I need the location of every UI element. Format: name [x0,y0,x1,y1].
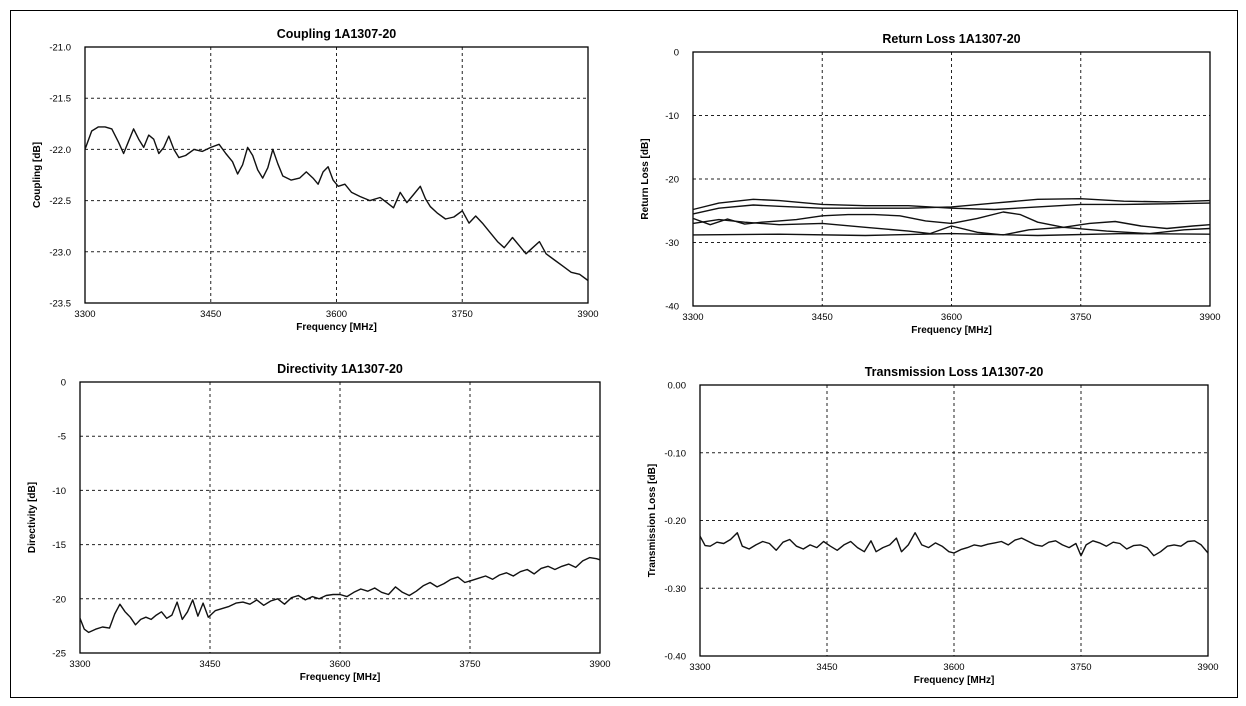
series-line [79,556,601,634]
x-tick-label: 3450 [200,309,221,320]
y-tick-label: 0 [674,48,679,59]
series-line [699,532,1209,557]
y-tick-label: -10 [665,111,679,122]
y-tick-label: -0.10 [664,448,686,459]
y-tick-label: -10 [52,486,66,497]
x-tick-label: 3750 [459,659,480,670]
x-tick-label: 3300 [689,662,710,673]
chart-title: Directivity 1A1307-20 [277,362,403,376]
y-tick-label: -0.30 [664,584,686,595]
x-axis-label: Frequency [MHz] [914,675,995,686]
x-axis-label: Frequency [MHz] [911,325,992,336]
y-axis-label: Return Loss [dB] [640,138,651,219]
x-axis-label: Frequency [MHz] [296,322,377,333]
y-tick-label: -15 [52,540,66,551]
series-line [692,198,1211,215]
y-axis-label: Coupling [dB] [32,142,43,208]
y-tick-label: -20 [665,175,679,186]
chart-title: Coupling 1A1307-20 [277,27,397,41]
x-tick-label: 3450 [816,662,837,673]
x-tick-label: 3300 [74,309,95,320]
chart-panel-3: 3300 3450 3600 3750 3900 0 -5 -10 -15 -20 -25 Direc… [27,362,611,683]
x-tick-label: 3450 [199,659,220,670]
plot-area-border [79,381,601,654]
chart-panel-2: 3300 3450 3600 3750 3900 0 -10 -20 -30 -40 Return … [640,32,1221,336]
x-tick-label: 3600 [326,309,347,320]
y-tick-label: -21.0 [49,43,71,54]
y-tick-label: -0.20 [664,516,686,527]
y-tick-label: 0 [61,378,66,389]
y-tick-label: -5 [58,432,66,443]
x-tick-label: 3300 [69,659,90,670]
x-tick-label: 3900 [577,309,598,320]
x-tick-label: 3900 [1197,662,1218,673]
chart-title: Transmission Loss 1A1307-20 [865,365,1044,379]
y-axis-label: Directivity [dB] [27,482,38,553]
series-line [692,211,1211,230]
series-line [84,126,589,282]
plot-area-border [692,51,1211,307]
plot-area-border [84,46,589,304]
figure-frame [10,10,1238,698]
chart-panel-4: 3300 3450 3600 3750 3900 0.00 -0.10 -0.20 -0.30 -… [647,365,1219,686]
series-line [692,218,1211,236]
chart-panel-1: 3300 3450 3600 3750 3900 -21.0 -21.5 -22.0 -22.5… [32,27,599,333]
x-tick-label: 3900 [589,659,610,670]
x-tick-label: 3600 [329,659,350,670]
x-tick-label: 3600 [943,662,964,673]
x-tick-label: 3450 [812,312,833,323]
plot-area-border [699,384,1209,657]
y-tick-label: -23.0 [49,247,71,258]
x-tick-label: 3750 [452,309,473,320]
y-tick-label: -23.5 [49,299,71,310]
y-tick-label: -40 [665,302,679,313]
y-tick-label: -0.40 [664,652,686,663]
y-tick-label: -20 [52,594,66,605]
x-tick-label: 3900 [1199,312,1220,323]
y-tick-label: -21.5 [49,94,71,105]
y-axis-label: Transmission Loss [dB] [647,464,658,577]
y-tick-label: -25 [52,649,66,660]
x-tick-label: 3750 [1070,312,1091,323]
y-tick-label: -22.5 [49,196,71,207]
y-tick-label: 0.00 [668,381,687,392]
x-axis-label: Frequency [MHz] [300,672,381,683]
y-tick-label: -30 [665,238,679,249]
y-tick-label: -22.0 [49,145,71,156]
series-line [692,232,1211,237]
x-tick-label: 3300 [682,312,703,323]
x-tick-label: 3600 [941,312,962,323]
chart-title: Return Loss 1A1307-20 [882,32,1020,46]
x-tick-label: 3750 [1070,662,1091,673]
